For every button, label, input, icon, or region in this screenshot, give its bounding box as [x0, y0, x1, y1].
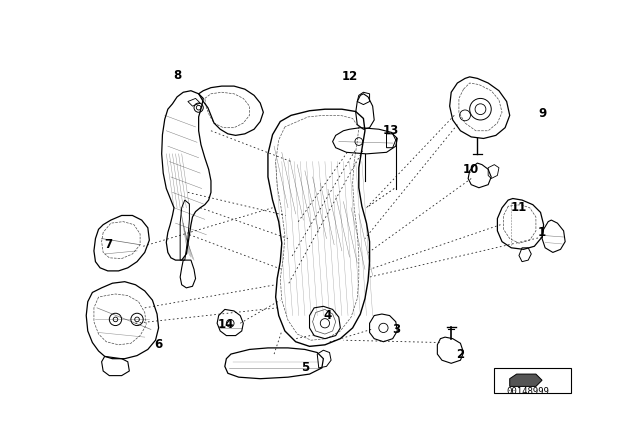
- Text: 11: 11: [511, 201, 527, 214]
- Text: 5: 5: [301, 362, 309, 375]
- Text: 2: 2: [456, 348, 465, 361]
- Text: 1: 1: [538, 226, 546, 239]
- Text: 12: 12: [341, 70, 358, 83]
- Text: 8: 8: [173, 69, 182, 82]
- Text: 6: 6: [154, 338, 163, 351]
- Polygon shape: [509, 374, 542, 386]
- Text: 3: 3: [392, 323, 400, 336]
- Text: 4: 4: [324, 309, 332, 322]
- Text: 00148999: 00148999: [507, 387, 550, 396]
- Text: 10: 10: [463, 163, 479, 176]
- Text: 7: 7: [104, 238, 113, 251]
- Text: 13: 13: [383, 124, 399, 137]
- Text: 14: 14: [218, 318, 234, 332]
- Text: 9: 9: [538, 108, 546, 121]
